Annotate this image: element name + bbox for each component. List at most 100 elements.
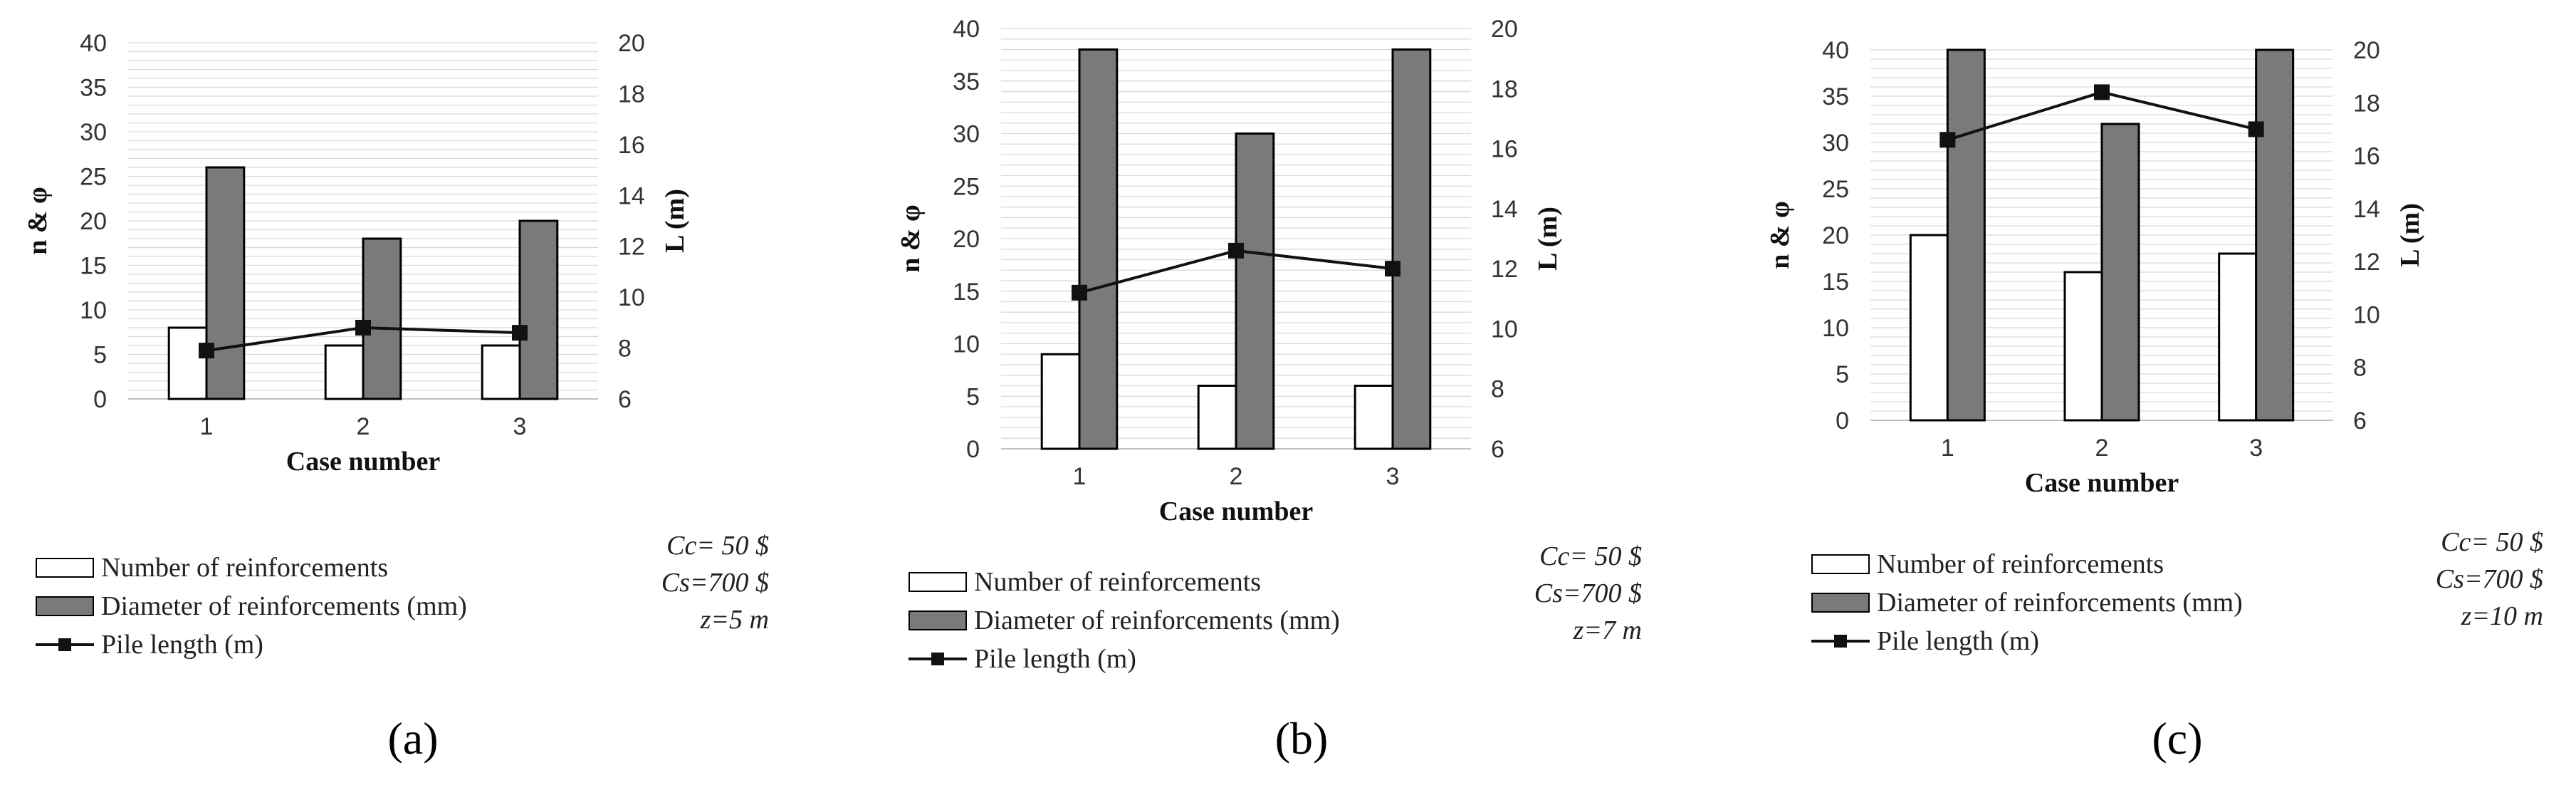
param-z: z=7 m [1573, 615, 1642, 645]
legend-swatch-number [36, 558, 94, 578]
x-axis-title: Case number [286, 447, 441, 477]
y2-tick-label: 10 [2353, 301, 2380, 328]
bar-diameter-of-reinforcements [2100, 123, 2140, 422]
bar-number-of-reinforcements [1197, 385, 1237, 450]
pile-length-marker [1072, 284, 1087, 301]
y2-tick-label: 12 [2353, 249, 2380, 276]
legend-c: Number of reinforcements Diameter of rei… [1811, 545, 2243, 660]
y-tick-label: 35 [80, 75, 107, 102]
legend-swatch-pile-length [1811, 631, 1870, 651]
y2-tick-label: 10 [1491, 316, 1518, 343]
x-axis-title: Case number [1159, 497, 1314, 526]
legend-label-pile-length: Pile length (m) [101, 630, 263, 660]
bar-number-of-reinforcements [481, 344, 521, 400]
bar-number-of-reinforcements [1354, 385, 1394, 450]
legend-item-number: Number of reinforcements [909, 563, 1340, 601]
pile-length-marker [1385, 261, 1400, 277]
y-tick-label: 0 [966, 436, 980, 463]
legend-label-number: Number of reinforcements [1877, 549, 2164, 579]
pile-length-marker [1228, 242, 1244, 259]
param-cs: Cs=700 $ [661, 568, 769, 598]
y-axis-title: n & φ [23, 187, 53, 255]
y2-tick-label: 12 [618, 234, 645, 261]
legend-swatch-number [909, 572, 967, 592]
y-tick-label: 40 [1822, 37, 1849, 64]
legend-label-number: Number of reinforcements [101, 553, 389, 583]
y2-tick-label: 16 [1491, 136, 1518, 163]
legend-swatch-pile-length [36, 635, 94, 655]
legend-item-pile-length: Pile length (m) [1811, 622, 2243, 660]
y-tick-label: 25 [1822, 176, 1849, 203]
legend-item-diameter: Diameter of reinforcements (mm) [1811, 583, 2243, 622]
y2-tick-label: 18 [618, 80, 645, 108]
param-cc: Cc= 50 $ [2441, 527, 2543, 557]
param-z: z=10 m [2461, 601, 2543, 631]
pile-length-marker [2248, 121, 2264, 137]
y-tick-label: 0 [93, 386, 107, 413]
y2-tick-label: 18 [1491, 76, 1518, 103]
legend-b: Number of reinforcements Diameter of rei… [909, 563, 1340, 678]
pile-length-marker [355, 320, 371, 336]
y-tick-label: 30 [80, 119, 107, 146]
bar-diameter-of-reinforcements [1946, 48, 1986, 422]
legend-label-diameter: Diameter of reinforcements (mm) [1877, 588, 2243, 618]
y2-tick-label: 8 [2353, 355, 2367, 382]
legend-swatch-pile-length [909, 649, 967, 669]
y2-tick-label: 14 [618, 182, 645, 209]
bar-diameter-of-reinforcements [1078, 48, 1119, 450]
legend-label-pile-length: Pile length (m) [1877, 626, 2039, 656]
y-tick-label: 5 [966, 383, 980, 410]
y2-tick-label: 10 [618, 284, 645, 311]
y-tick-label: 35 [953, 68, 980, 95]
legend-item-number: Number of reinforcements [1811, 545, 2243, 583]
y2-tick-label: 20 [2353, 37, 2380, 64]
bar-number-of-reinforcements [1909, 234, 1949, 422]
y-tick-label: 40 [953, 16, 980, 43]
y2-tick-label: 8 [618, 336, 632, 363]
y-tick-label: 10 [80, 297, 107, 324]
y-tick-label: 5 [93, 342, 107, 369]
pile-length-marker [512, 325, 528, 341]
param-cc: Cc= 50 $ [1539, 541, 1642, 571]
bar-diameter-of-reinforcements [518, 219, 559, 400]
param-cc: Cc= 50 $ [666, 531, 769, 561]
panel-a: 0 5 10 15 20 25 30 35 40 6 8 10 12 14 16 18 20 1 2 3 Case nu… [0, 0, 859, 795]
y2-axis-title: L (m) [660, 189, 690, 253]
panel-label-a: (a) [387, 713, 439, 764]
x-tick-label: 2 [1230, 463, 1243, 490]
y-tick-label: 0 [1836, 407, 1849, 435]
legend-item-pile-length: Pile length (m) [909, 640, 1340, 678]
y2-tick-label: 20 [1491, 16, 1518, 43]
x-tick-label: 2 [357, 413, 370, 440]
x-tick-label: 3 [513, 413, 527, 440]
y2-tick-label: 6 [1491, 436, 1504, 463]
legend-label-pile-length: Pile length (m) [974, 644, 1136, 674]
bar-number-of-reinforcements [324, 344, 365, 400]
y2-tick-label: 6 [2353, 407, 2367, 435]
legend-swatch-number [1811, 554, 1870, 574]
y-tick-label: 25 [80, 164, 107, 191]
y2-tick-label: 16 [618, 132, 645, 159]
parameters-a: Cc= 50 $ Cs=700 $ z=5 m [641, 527, 769, 638]
bar-diameter-of-reinforcements [1391, 48, 1432, 450]
bar-diameter-of-reinforcements [362, 237, 402, 400]
panel-label-c: (c) [2152, 713, 2203, 764]
bar-number-of-reinforcements [2218, 252, 2258, 422]
y2-tick-label: 18 [2353, 90, 2380, 117]
x-tick-label: 2 [2095, 435, 2109, 462]
y-tick-label: 15 [1822, 269, 1849, 296]
y2-tick-label: 20 [618, 30, 645, 57]
legend-swatch-diameter [1811, 593, 1870, 613]
bar-diameter-of-reinforcements [205, 166, 246, 400]
bar-diameter-of-reinforcements [2255, 48, 2295, 422]
y2-tick-label: 14 [1491, 196, 1518, 223]
y2-tick-label: 12 [1491, 256, 1518, 283]
y2-tick-label: 6 [618, 386, 632, 413]
param-cs: Cs=700 $ [1534, 578, 1642, 608]
y-tick-label: 10 [953, 331, 980, 358]
y-tick-label: 5 [1836, 361, 1849, 388]
y-tick-label: 20 [80, 208, 107, 235]
